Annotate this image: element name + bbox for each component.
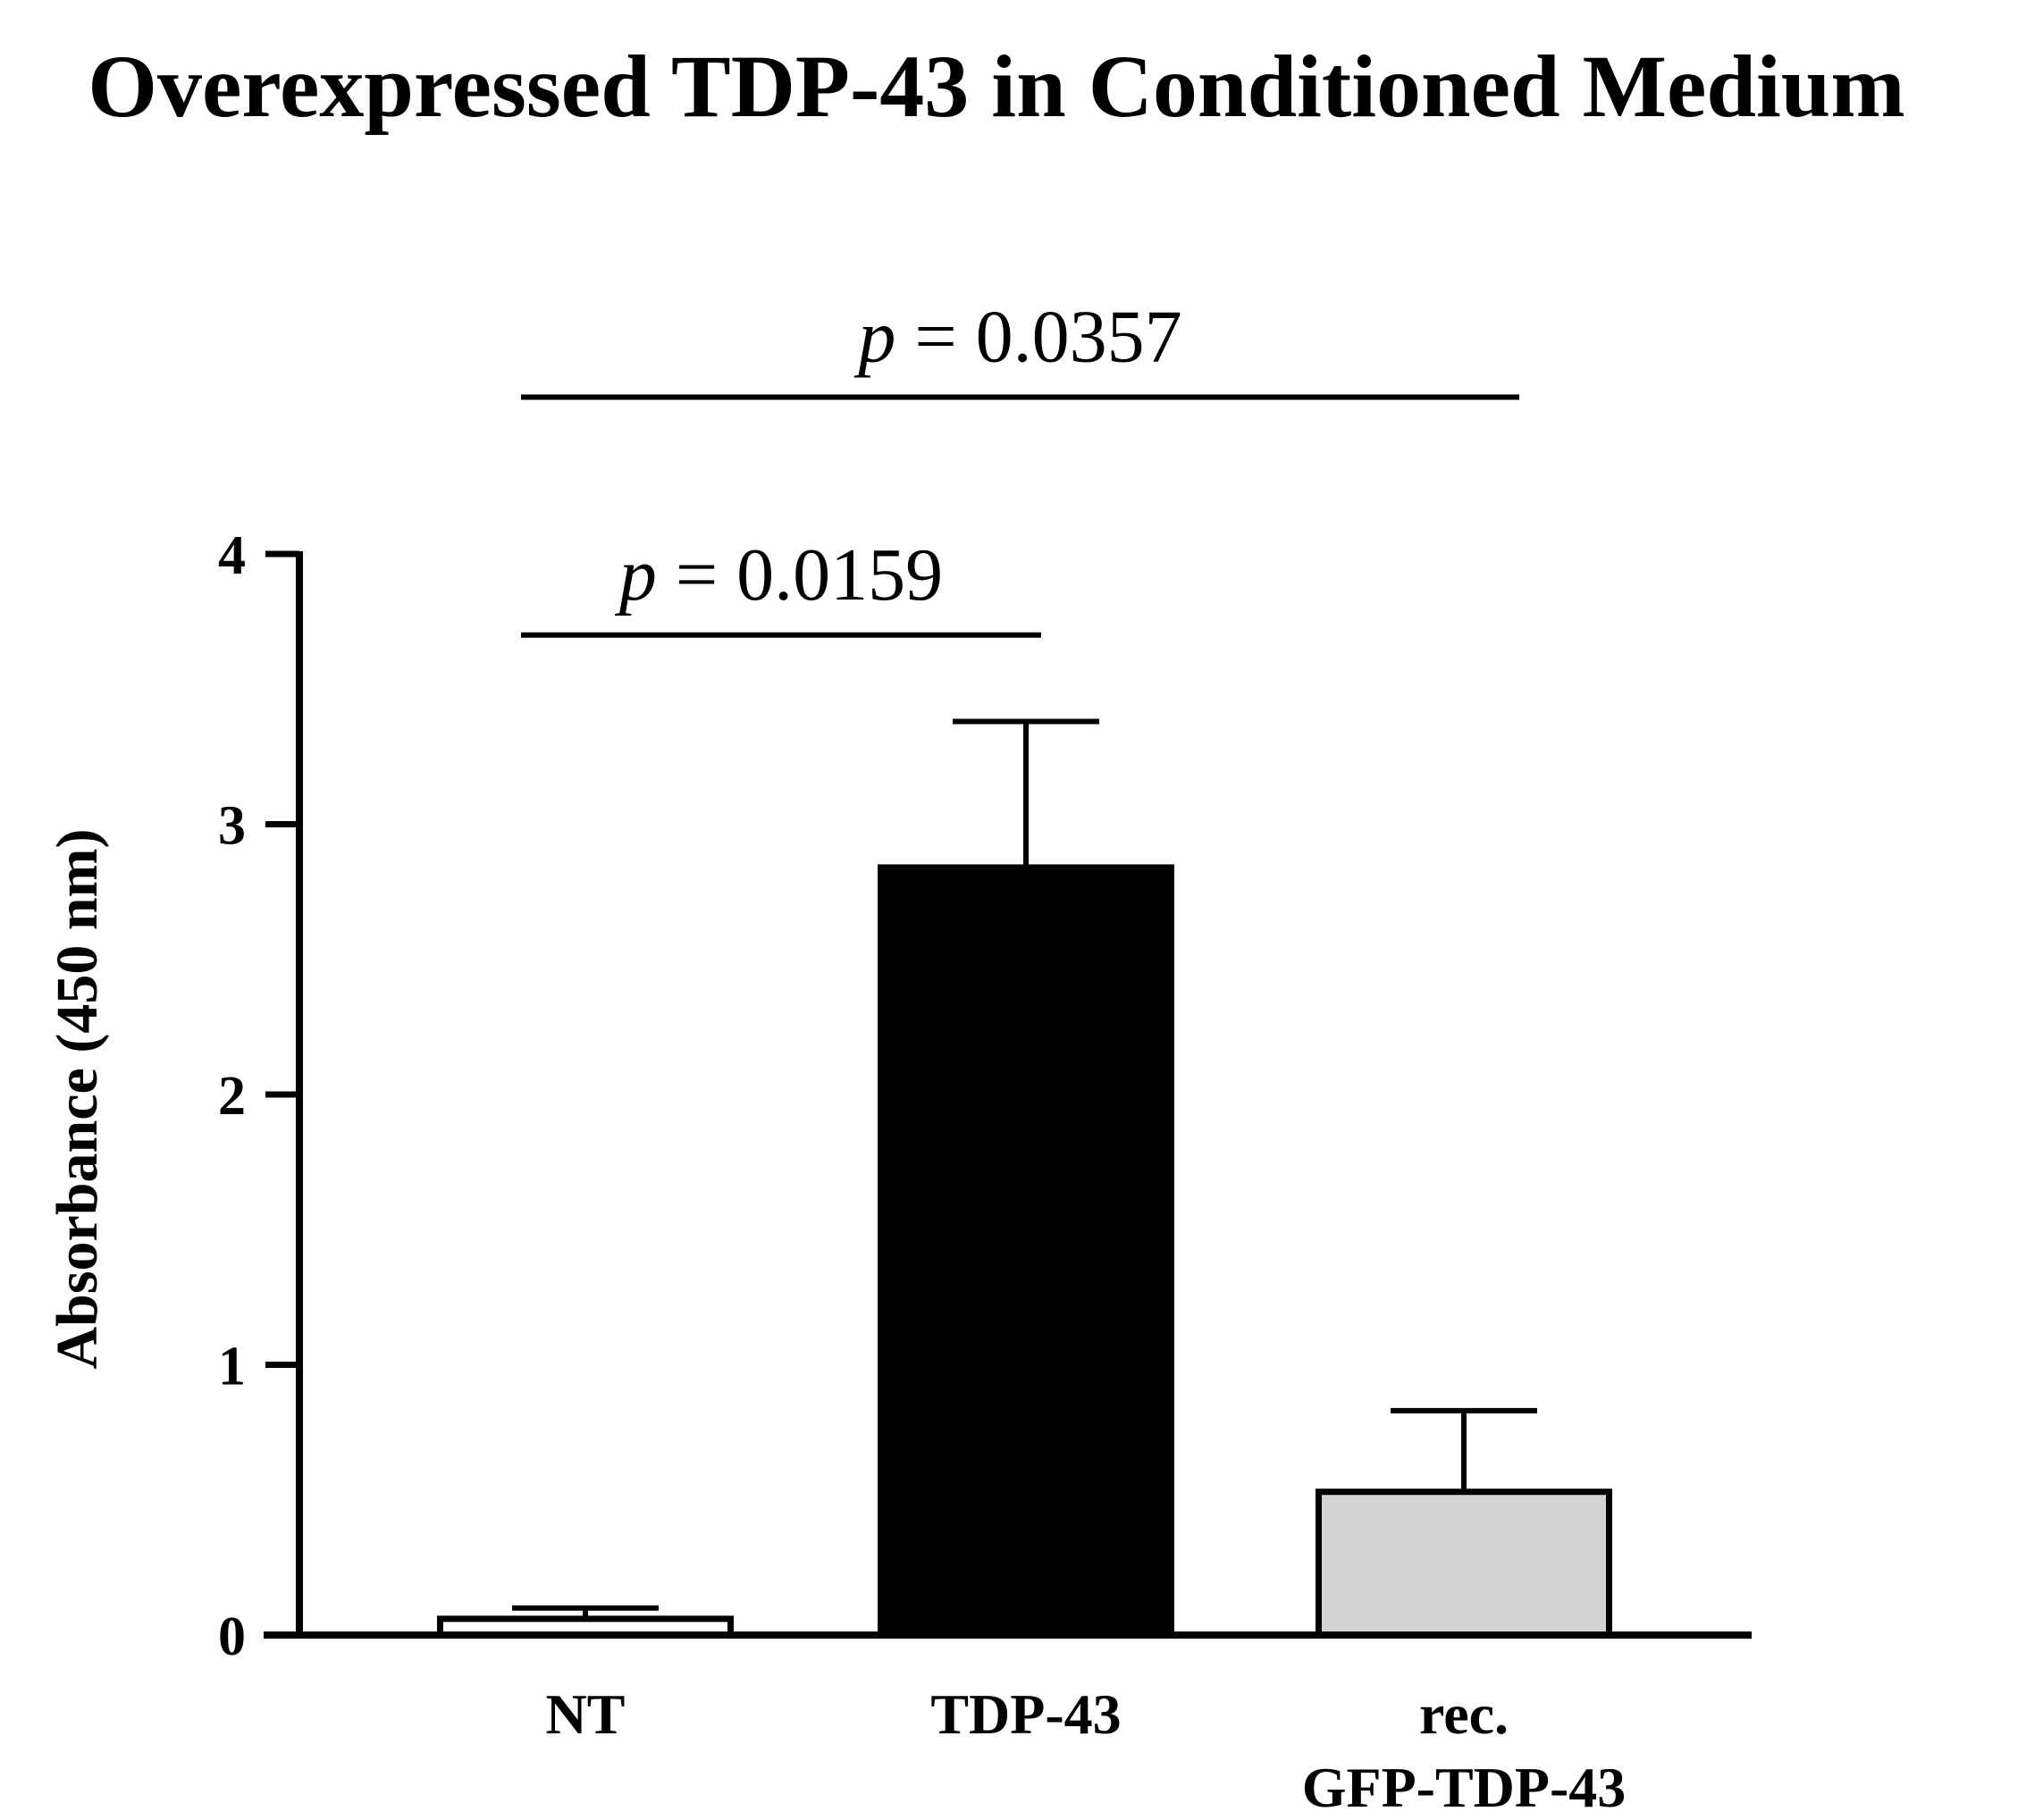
y-tick-label-0: 0 (218, 1606, 246, 1667)
y-tick-label-1: 1 (218, 1337, 246, 1397)
p-symbol: p (615, 533, 657, 616)
p-value: = 0.0357 (895, 296, 1181, 379)
y-axis-label: Absorbance (450 nm) (45, 829, 110, 1370)
x-tick-label-2-line-1: GFP-TDP-43 (1302, 1756, 1627, 1819)
p-symbol: p (853, 296, 895, 379)
y-tick-label-3: 3 (218, 796, 246, 857)
y-tick-label-4: 4 (218, 525, 246, 586)
x-tick-label-1: TDP-43 (930, 1682, 1121, 1746)
bar-1 (878, 864, 1174, 1639)
x-tick-label-2-line-0: rec. (1419, 1682, 1509, 1746)
bar-2 (1316, 1489, 1612, 1639)
y-tick-label-2: 2 (218, 1066, 246, 1127)
p-value: = 0.0159 (657, 533, 943, 616)
significance-label-0: p = 0.0159 (615, 533, 943, 616)
significance-label-1: p = 0.0357 (853, 296, 1181, 379)
x-tick-label-0: NT (546, 1682, 626, 1746)
chart-title: Overexpressed TDP-43 in Conditioned Medi… (88, 37, 1904, 136)
